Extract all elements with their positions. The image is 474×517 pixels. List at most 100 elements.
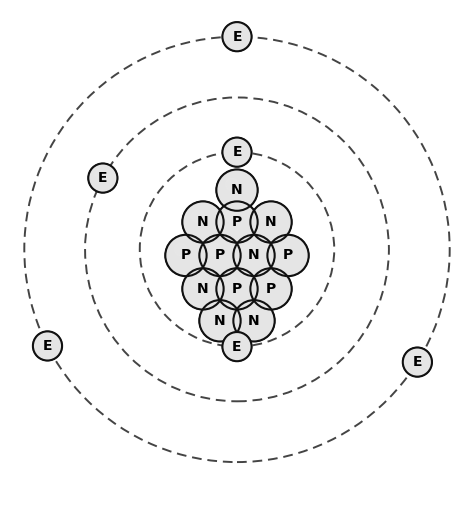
Circle shape <box>233 300 274 341</box>
Circle shape <box>229 145 243 158</box>
Circle shape <box>216 268 258 310</box>
Circle shape <box>263 214 278 229</box>
Circle shape <box>411 356 422 367</box>
Circle shape <box>258 209 283 234</box>
Circle shape <box>238 306 268 335</box>
Circle shape <box>234 343 239 349</box>
Circle shape <box>254 271 288 306</box>
Circle shape <box>253 204 288 239</box>
Circle shape <box>34 332 61 359</box>
Circle shape <box>181 250 190 260</box>
Circle shape <box>240 307 266 333</box>
Circle shape <box>227 337 246 355</box>
Circle shape <box>174 244 196 265</box>
Circle shape <box>214 249 225 261</box>
Circle shape <box>224 24 249 49</box>
Circle shape <box>236 345 238 347</box>
Circle shape <box>271 238 304 271</box>
Circle shape <box>224 139 250 165</box>
Circle shape <box>251 269 291 309</box>
Circle shape <box>38 336 56 355</box>
Circle shape <box>213 249 226 261</box>
Circle shape <box>266 284 275 293</box>
Circle shape <box>201 221 204 223</box>
Circle shape <box>413 358 421 366</box>
Circle shape <box>219 320 221 322</box>
Circle shape <box>234 34 239 39</box>
Circle shape <box>412 357 421 367</box>
Circle shape <box>232 186 240 193</box>
Circle shape <box>39 337 55 353</box>
Circle shape <box>200 219 205 224</box>
Circle shape <box>249 251 257 259</box>
Circle shape <box>222 332 252 361</box>
Circle shape <box>214 314 225 326</box>
Circle shape <box>235 344 239 348</box>
Circle shape <box>165 235 207 276</box>
Circle shape <box>247 249 259 261</box>
Circle shape <box>229 29 243 43</box>
Circle shape <box>203 238 236 271</box>
Circle shape <box>219 320 220 321</box>
Circle shape <box>226 25 247 47</box>
Circle shape <box>201 287 204 290</box>
Circle shape <box>208 309 230 331</box>
Circle shape <box>251 202 291 242</box>
Circle shape <box>237 238 271 272</box>
Circle shape <box>228 27 245 45</box>
Circle shape <box>252 203 290 241</box>
Circle shape <box>230 30 242 42</box>
Circle shape <box>167 237 204 273</box>
Circle shape <box>213 314 226 326</box>
Circle shape <box>191 210 213 232</box>
Circle shape <box>184 270 221 307</box>
Circle shape <box>247 249 259 261</box>
Circle shape <box>220 272 253 305</box>
Circle shape <box>228 143 245 160</box>
Circle shape <box>230 340 242 352</box>
Circle shape <box>236 287 238 290</box>
Circle shape <box>189 275 215 301</box>
Circle shape <box>197 282 208 294</box>
Circle shape <box>234 285 239 291</box>
Circle shape <box>285 252 291 258</box>
Circle shape <box>224 140 249 164</box>
Circle shape <box>94 169 110 186</box>
Circle shape <box>43 341 51 350</box>
Circle shape <box>225 210 247 232</box>
Circle shape <box>224 23 250 50</box>
Circle shape <box>248 250 258 260</box>
Text: N: N <box>197 215 209 229</box>
Circle shape <box>220 272 252 304</box>
Circle shape <box>234 219 239 224</box>
Circle shape <box>234 187 239 192</box>
Circle shape <box>102 177 103 178</box>
Text: P: P <box>232 215 242 229</box>
Circle shape <box>234 236 274 275</box>
Circle shape <box>215 250 224 260</box>
Circle shape <box>216 202 258 242</box>
Circle shape <box>186 205 219 238</box>
Circle shape <box>229 338 244 354</box>
Circle shape <box>232 32 240 40</box>
Circle shape <box>232 342 241 351</box>
Circle shape <box>228 213 244 229</box>
Circle shape <box>403 347 432 377</box>
Circle shape <box>404 349 430 375</box>
Circle shape <box>249 316 257 324</box>
Circle shape <box>236 302 272 339</box>
Circle shape <box>219 204 254 239</box>
Circle shape <box>262 280 279 296</box>
Circle shape <box>90 165 116 191</box>
Circle shape <box>217 252 222 258</box>
Circle shape <box>407 352 427 372</box>
Circle shape <box>229 144 238 153</box>
Circle shape <box>233 235 274 276</box>
Circle shape <box>408 352 426 371</box>
Circle shape <box>222 175 250 204</box>
Circle shape <box>416 360 419 363</box>
Circle shape <box>95 170 110 185</box>
Circle shape <box>88 163 118 193</box>
Circle shape <box>414 359 420 364</box>
Circle shape <box>410 355 423 368</box>
